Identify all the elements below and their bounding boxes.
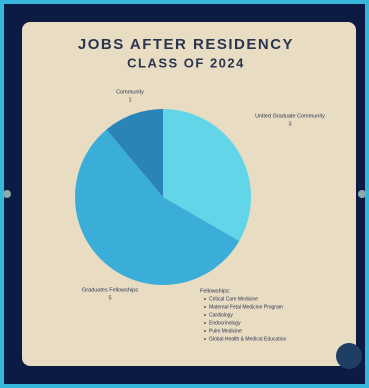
annotation-item: Endocrinology — [209, 320, 241, 326]
pie-slice — [75, 129, 240, 285]
annotation-item: Pulm Medicine — [209, 328, 242, 334]
annotation-item: Critical Care Medicine — [209, 296, 258, 302]
chart-subtitle: CLASS OF 2024 — [127, 55, 245, 70]
nav-right[interactable] — [358, 190, 366, 198]
bullet — [204, 314, 206, 316]
annotation-title: Fellowships: — [200, 288, 231, 294]
annotation-item: Cardiology — [209, 312, 233, 318]
logo — [336, 343, 362, 369]
bullet — [204, 330, 206, 332]
slice-label: Graduates Fellowships — [82, 287, 138, 293]
chart-title: JOBS AFTER RESIDENCY — [78, 36, 294, 53]
slice-value: 5 — [108, 295, 111, 301]
pie-slice — [106, 109, 163, 197]
slice-label: United Graduate Community — [255, 113, 325, 119]
slice-value: 1 — [128, 97, 131, 103]
slice-label: Community — [116, 89, 144, 95]
bullet — [204, 306, 206, 308]
annotation-item: Maternal Fetal Medicine Program — [209, 304, 283, 310]
nav-left[interactable] — [3, 190, 11, 198]
slice-value: 3 — [288, 121, 291, 127]
bullet — [204, 298, 206, 300]
bullet — [204, 322, 206, 324]
annotation-item: Global Health & Medical Education — [209, 336, 286, 342]
pie-slice — [163, 109, 251, 241]
bullet — [204, 338, 206, 340]
